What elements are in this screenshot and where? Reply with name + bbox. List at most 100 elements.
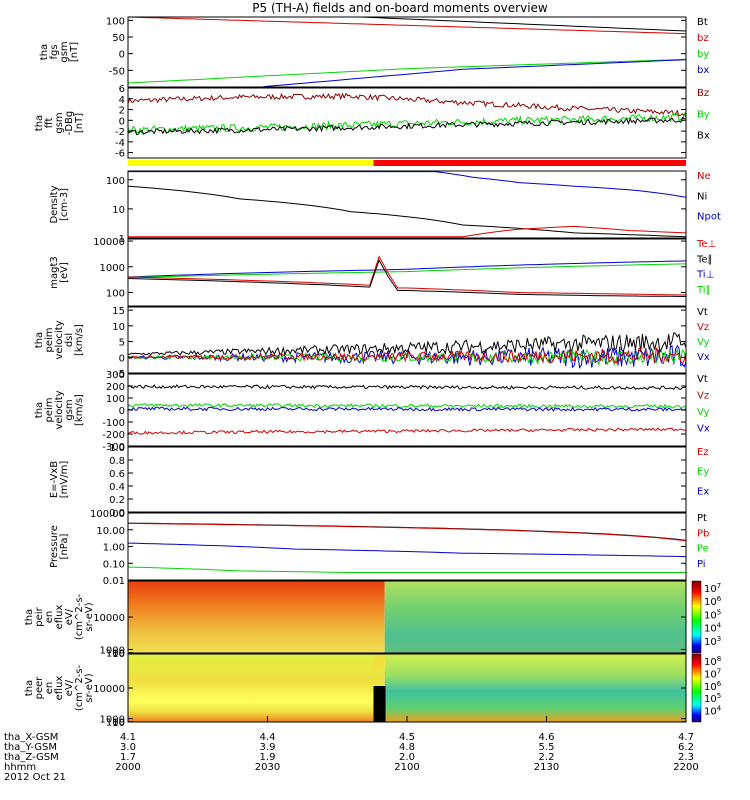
x-tick-label: 2030 (255, 762, 280, 773)
panel-fgs: Bt bz by bx 100 50 0 -50 tha fgs gsm [nT] (39, 16, 709, 88)
colorbar-tick-label: 107 (704, 582, 721, 595)
y-axis-label-line: eV/ (64, 679, 75, 696)
y-tick-label: 10.00 (96, 526, 125, 537)
legend-entry: Npot (697, 212, 721, 223)
series-line-Vz (128, 427, 686, 435)
y-tick-label: 1000 (100, 645, 125, 656)
colorbar-tick-label: 104 (704, 705, 722, 718)
legend: Pt Pb Pe Pi (697, 513, 709, 570)
y-tick-label: -6 (115, 149, 125, 160)
x-axis-labels: tha_X-GSM 4.1 4.4 4.5 4.6 4.7 tha_Y-GSM 3.0 3.9 4… (4, 716, 699, 783)
y-tick-label: -100 (102, 418, 125, 429)
panel-frame (127, 16, 687, 88)
legend-entry: Te⊥ (696, 239, 716, 250)
y-tick-label: -300 (102, 442, 125, 453)
x-tick-label: 4.7 (678, 732, 694, 743)
heatmap-region-late (384, 654, 686, 722)
y-axis-label-line: peer (34, 676, 45, 700)
y-axis-label-line: en (44, 682, 55, 695)
y-axis-label-line: gsm (64, 399, 75, 420)
panel-frame (127, 446, 687, 513)
heatmap-region-early (128, 581, 385, 653)
legend-entry: Vx (697, 352, 710, 363)
y-axis-label-line: -DBg (64, 111, 75, 136)
legend: Ez Ey Ex (697, 447, 709, 497)
legend: Bt bz by bx (697, 17, 709, 76)
series-line-Pt (128, 522, 686, 541)
heatmap-gap-top (373, 654, 386, 668)
mode-bar (128, 160, 686, 166)
y-tick-label: 10000 (93, 684, 125, 695)
panel-frame (127, 170, 687, 239)
y-tick-label: 100 (106, 718, 125, 729)
series-line-Pe (128, 566, 686, 573)
y-axis-label-line: fft (44, 118, 55, 129)
series-line-by (128, 58, 686, 84)
legend-entry: Vt (697, 307, 708, 318)
y-axis-label-line: E=-VxB (49, 461, 60, 498)
y-tick-label: -2 (115, 127, 125, 138)
y-tick-label: 10 (112, 205, 125, 216)
series-line-Bz (128, 92, 686, 117)
x-tick-label: 2130 (534, 762, 559, 773)
legend-entry: Te∥ (696, 254, 713, 265)
colorbar-tick-label: 106 (704, 680, 722, 693)
y-axis-label-line: velocity (54, 390, 65, 429)
y-axis-label-line: tha (24, 609, 35, 625)
y-tick-label: -4 (115, 138, 125, 149)
y-tick-label: 0 (119, 406, 125, 417)
y-axis-label-line: dsl (64, 333, 75, 347)
series-line-Te⊥ (128, 255, 686, 296)
x-tick-label: 1.7 (120, 752, 136, 763)
date-label: 2012 Oct 21 (4, 772, 66, 783)
legend-entry: Pt (697, 513, 707, 524)
y-axis-label: tha fgs gsm [nT] (39, 41, 80, 62)
y-axis-label-line: gsm (54, 112, 65, 133)
colorbar-gradient (691, 653, 702, 723)
y-axis-label-line: tha (34, 402, 45, 418)
legend: Ne Ni Npot (697, 171, 721, 223)
y-tick-label: -50 (109, 66, 125, 77)
x-tick-label: 2100 (394, 762, 419, 773)
y-tick-label: 100 (106, 16, 125, 27)
y-tick-label: -200 (102, 430, 125, 441)
colorbar-tick-label: 105 (704, 692, 721, 705)
y-tick-label: 0 (119, 116, 125, 127)
y-tick-label: 4 (119, 95, 125, 106)
y-axis-label-line: sr-eV) (84, 602, 95, 631)
y-tick-label: 100 (106, 394, 125, 405)
series-group (128, 92, 686, 136)
panel-frame (127, 238, 687, 307)
y-axis-label-line: velocity (54, 320, 65, 359)
y-tick-label: 2 (119, 106, 125, 117)
panel-pressure: Pt Pb Pe Pi 100.00 10.00 1.00 0.10 0.01 Pressure[… (49, 509, 709, 587)
y-tick-label: -5 (115, 369, 125, 380)
y-tick-label: 200 (106, 382, 125, 393)
series-group (128, 331, 686, 369)
legend-entry: Ti⊥ (696, 270, 714, 281)
x-tick-label: 2.0 (399, 752, 415, 763)
series-group (128, 171, 686, 238)
heatmap-region-early (128, 654, 385, 722)
series-line-Ti⊥ (128, 260, 686, 278)
series-group (128, 384, 686, 435)
x-tick-label: 3.9 (260, 742, 276, 753)
series-line-Bt (348, 17, 686, 32)
x-row-label: tha_Y-GSM (4, 742, 57, 753)
y-tick-label: 0.0 (109, 508, 125, 519)
legend-entry: Ez (697, 447, 709, 458)
y-axis-label-line: fgs (49, 44, 60, 59)
series-line-Vt (128, 331, 686, 356)
y-tick-label: 300 (106, 370, 125, 381)
legend-entry: Ne (697, 171, 711, 182)
x-row-label: hhmm (4, 762, 36, 773)
x-tick-label: 4.6 (539, 732, 555, 743)
x-row-label: tha_Z-GSM (4, 752, 59, 763)
y-tick-label: 0.10 (103, 559, 125, 570)
y-tick-label: 0.2 (109, 495, 125, 506)
y-axis-label: tha fft gsm -DBg [nT] (34, 111, 85, 136)
y-tick-label: 5 (119, 338, 125, 349)
x-tick-label: 3.0 (120, 742, 136, 753)
